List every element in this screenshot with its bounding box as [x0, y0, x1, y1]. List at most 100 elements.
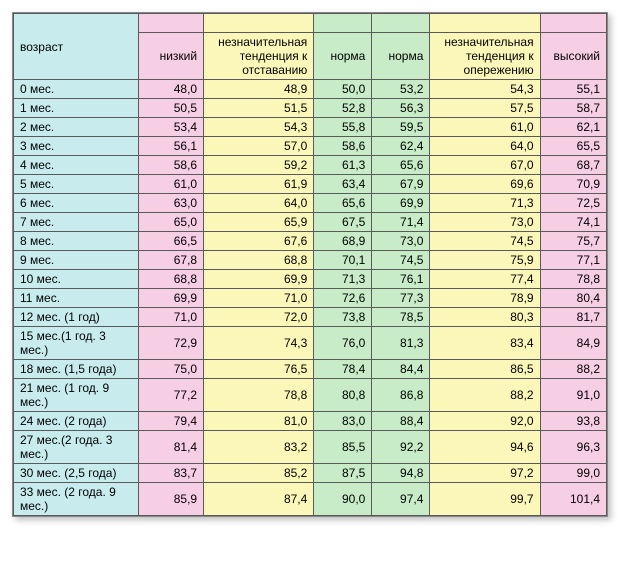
cell-high: 75,7 — [540, 232, 606, 251]
cell-low: 81,4 — [138, 431, 204, 464]
cell-norm2: 65,6 — [372, 156, 430, 175]
cell-high: 65,5 — [540, 137, 606, 156]
cell-high: 55,1 — [540, 80, 606, 99]
cell-lead: 99,7 — [430, 483, 540, 516]
cell-norm1: 83,0 — [314, 412, 372, 431]
cell-low: 65,0 — [138, 213, 204, 232]
cell-norm1: 80,8 — [314, 379, 372, 412]
table-row: 5 мес.61,061,963,467,969,670,9 — [14, 175, 607, 194]
header-norm2: норма — [372, 33, 430, 80]
cell-age: 3 мес. — [14, 137, 139, 156]
cell-norm2: 77,3 — [372, 289, 430, 308]
cell-norm1: 72,6 — [314, 289, 372, 308]
table-header: возрастнизкийнезначительная тенденция к … — [14, 14, 607, 80]
cell-norm2: 86,8 — [372, 379, 430, 412]
cell-lead: 78,9 — [430, 289, 540, 308]
table-row: 24 мес. (2 года)79,481,083,088,492,093,8 — [14, 412, 607, 431]
cell-low: 69,9 — [138, 289, 204, 308]
cell-high: 72,5 — [540, 194, 606, 213]
cell-lag: 61,9 — [204, 175, 314, 194]
cell-norm2: 67,9 — [372, 175, 430, 194]
header-blank-high — [540, 14, 606, 33]
cell-lead: 57,5 — [430, 99, 540, 118]
table-row: 10 мес.68,869,971,376,177,478,8 — [14, 270, 607, 289]
cell-lead: 64,0 — [430, 137, 540, 156]
cell-lead: 73,0 — [430, 213, 540, 232]
cell-norm2: 97,4 — [372, 483, 430, 516]
cell-low: 53,4 — [138, 118, 204, 137]
cell-norm2: 62,4 — [372, 137, 430, 156]
cell-lead: 77,4 — [430, 270, 540, 289]
header-lag: незначительная тенденция к отставанию — [204, 33, 314, 80]
cell-low: 68,8 — [138, 270, 204, 289]
cell-low: 83,7 — [138, 464, 204, 483]
cell-low: 85,9 — [138, 483, 204, 516]
cell-norm1: 78,4 — [314, 360, 372, 379]
cell-lead: 61,0 — [430, 118, 540, 137]
cell-high: 84,9 — [540, 327, 606, 360]
cell-norm2: 94,8 — [372, 464, 430, 483]
table-row: 27 мес.(2 года. 3 мес.)81,483,285,592,29… — [14, 431, 607, 464]
cell-low: 50,5 — [138, 99, 204, 118]
header-low: низкий — [138, 33, 204, 80]
table-row: 18 мес. (1,5 года)75,076,578,484,486,588… — [14, 360, 607, 379]
cell-age: 1 мес. — [14, 99, 139, 118]
cell-lead: 74,5 — [430, 232, 540, 251]
cell-low: 77,2 — [138, 379, 204, 412]
cell-low: 61,0 — [138, 175, 204, 194]
cell-norm2: 53,2 — [372, 80, 430, 99]
cell-lead: 75,9 — [430, 251, 540, 270]
cell-age: 6 мес. — [14, 194, 139, 213]
header-lead: незначительная тенденция к опережению — [430, 33, 540, 80]
header-norm1: норма — [314, 33, 372, 80]
header-blank-norm2 — [372, 14, 430, 33]
cell-norm1: 76,0 — [314, 327, 372, 360]
growth-table: возрастнизкийнезначительная тенденция к … — [13, 13, 607, 516]
cell-norm1: 61,3 — [314, 156, 372, 175]
cell-lag: 72,0 — [204, 308, 314, 327]
table-row: 7 мес.65,065,967,571,473,074,1 — [14, 213, 607, 232]
cell-norm2: 84,4 — [372, 360, 430, 379]
cell-norm1: 65,6 — [314, 194, 372, 213]
cell-high: 81,7 — [540, 308, 606, 327]
cell-age: 2 мес. — [14, 118, 139, 137]
cell-lead: 83,4 — [430, 327, 540, 360]
cell-lead: 71,3 — [430, 194, 540, 213]
cell-high: 74,1 — [540, 213, 606, 232]
cell-age: 0 мес. — [14, 80, 139, 99]
header-blank-lag — [204, 14, 314, 33]
table-row: 9 мес.67,868,870,174,575,977,1 — [14, 251, 607, 270]
cell-lead: 67,0 — [430, 156, 540, 175]
cell-age: 8 мес. — [14, 232, 139, 251]
cell-norm1: 70,1 — [314, 251, 372, 270]
cell-age: 15 мес.(1 год. 3 мес.) — [14, 327, 139, 360]
table-row: 3 мес.56,157,058,662,464,065,5 — [14, 137, 607, 156]
cell-norm1: 73,8 — [314, 308, 372, 327]
cell-lag: 68,8 — [204, 251, 314, 270]
cell-low: 63,0 — [138, 194, 204, 213]
cell-norm2: 73,0 — [372, 232, 430, 251]
cell-lag: 85,2 — [204, 464, 314, 483]
cell-lag: 67,6 — [204, 232, 314, 251]
cell-norm1: 71,3 — [314, 270, 372, 289]
cell-high: 80,4 — [540, 289, 606, 308]
cell-norm1: 50,0 — [314, 80, 372, 99]
cell-norm2: 71,4 — [372, 213, 430, 232]
cell-age: 18 мес. (1,5 года) — [14, 360, 139, 379]
cell-low: 72,9 — [138, 327, 204, 360]
cell-norm1: 58,6 — [314, 137, 372, 156]
cell-lag: 59,2 — [204, 156, 314, 175]
cell-lag: 51,5 — [204, 99, 314, 118]
cell-norm2: 81,3 — [372, 327, 430, 360]
cell-lag: 81,0 — [204, 412, 314, 431]
cell-lead: 69,6 — [430, 175, 540, 194]
cell-lag: 64,0 — [204, 194, 314, 213]
cell-lag: 48,9 — [204, 80, 314, 99]
cell-norm2: 88,4 — [372, 412, 430, 431]
cell-lag: 65,9 — [204, 213, 314, 232]
cell-high: 91,0 — [540, 379, 606, 412]
cell-lead: 92,0 — [430, 412, 540, 431]
cell-norm1: 55,8 — [314, 118, 372, 137]
cell-high: 58,7 — [540, 99, 606, 118]
cell-age: 27 мес.(2 года. 3 мес.) — [14, 431, 139, 464]
